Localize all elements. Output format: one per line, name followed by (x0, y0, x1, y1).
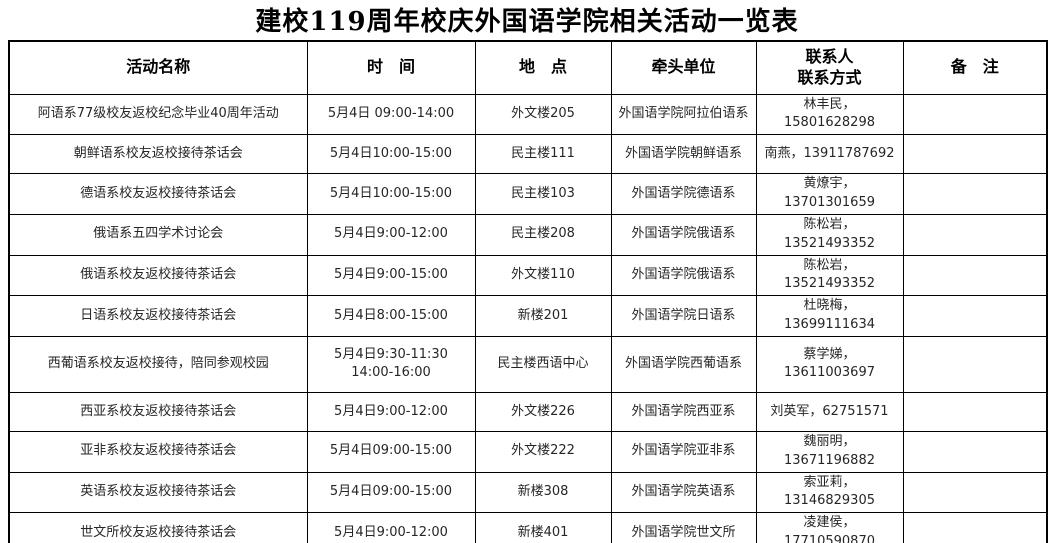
cell-activity-name: 德语系校友返校接待茶话会 (8, 173, 308, 215)
table-row: 世文所校友返校接待茶话会 5月4日9:00-12:00 新楼401 外国语学院世… (8, 512, 1048, 543)
cell-remarks (902, 93, 1048, 136)
cell-activity-name: 日语系校友返校接待茶话会 (8, 295, 308, 337)
cell-activity-name: 世文所校友返校接待茶话会 (8, 512, 308, 543)
cell-lead-unit: 外国语学院俄语系 (610, 254, 757, 297)
cell-contact: 凌建侯，17710590870 (755, 512, 904, 543)
cell-remarks (902, 335, 1048, 393)
cell-activity-name: 西葡语系校友返校接待，陪同参观校园 (8, 335, 308, 393)
cell-activity-name: 阿语系77级校友返校纪念毕业40周年活动 (8, 93, 308, 136)
table-row: 俄语系校友返校接待茶话会 5月4日9:00-15:00 外文楼110 外国语学院… (8, 254, 1048, 297)
cell-lead-unit: 外国语学院日语系 (610, 295, 757, 337)
cell-remarks (902, 430, 1048, 473)
cell-activity-name: 俄语系校友返校接待茶话会 (8, 254, 308, 297)
cell-location: 外文楼205 (474, 93, 612, 136)
cell-time: 5月4日10:00-15:00 (306, 134, 476, 175)
header-row: 活动名称 时 间 地 点 牵头单位 联系人 联系方式 备 注 (8, 40, 1048, 95)
table-row: 俄语系五四学术讨论会 5月4日9:00-12:00 民主楼208 外国语学院俄语… (8, 213, 1048, 256)
cell-activity-name: 朝鲜语系校友返校接待茶话会 (8, 134, 308, 175)
table-header: 活动名称 时 间 地 点 牵头单位 联系人 联系方式 备 注 (8, 40, 1048, 95)
column-header-activity-name: 活动名称 (8, 40, 308, 95)
column-header-contact: 联系人 联系方式 (755, 40, 904, 95)
table-row: 英语系校友返校接待茶话会 5月4日09:00-15:00 新楼308 外国语学院… (8, 471, 1048, 514)
cell-lead-unit: 外国语学院德语系 (610, 173, 757, 215)
cell-contact: 蔡学娣，13611003697 (755, 335, 904, 393)
cell-remarks (902, 295, 1048, 337)
activities-table: 活动名称 时 间 地 点 牵头单位 联系人 联系方式 备 注 阿语系77级校友返… (8, 40, 1048, 543)
table-row: 德语系校友返校接待茶话会 5月4日10:00-15:00 民主楼103 外国语学… (8, 173, 1048, 215)
cell-activity-name: 亚非系校友返校接待茶话会 (8, 430, 308, 473)
cell-time: 5月4日 09:00-14:00 (306, 93, 476, 136)
cell-contact: 陈松岩，13521493352 (755, 254, 904, 297)
cell-time: 5月4日9:00-12:00 (306, 391, 476, 432)
cell-remarks (902, 173, 1048, 215)
cell-location: 外文楼110 (474, 254, 612, 297)
cell-time: 5月4日9:30-11:30 14:00-16:00 (306, 335, 476, 393)
cell-time: 5月4日09:00-15:00 (306, 471, 476, 514)
cell-remarks (902, 213, 1048, 256)
column-header-time: 时 间 (306, 40, 476, 95)
cell-location: 外文楼226 (474, 391, 612, 432)
cell-remarks (902, 391, 1048, 432)
cell-time: 5月4日09:00-15:00 (306, 430, 476, 473)
cell-location: 民主楼111 (474, 134, 612, 175)
table-row: 西葡语系校友返校接待，陪同参观校园 5月4日9:30-11:30 14:00-1… (8, 335, 1048, 393)
cell-location: 民主楼西语中心 (474, 335, 612, 393)
cell-activity-name: 西亚系校友返校接待茶话会 (8, 391, 308, 432)
cell-remarks (902, 512, 1048, 543)
cell-location: 新楼201 (474, 295, 612, 337)
cell-contact: 杜晓梅，13699111634 (755, 295, 904, 337)
cell-location: 民主楼208 (474, 213, 612, 256)
cell-lead-unit: 外国语学院世文所 (610, 512, 757, 543)
cell-lead-unit: 外国语学院英语系 (610, 471, 757, 514)
cell-remarks (902, 134, 1048, 175)
cell-location: 民主楼103 (474, 173, 612, 215)
cell-remarks (902, 254, 1048, 297)
cell-location: 外文楼222 (474, 430, 612, 473)
cell-time: 5月4日9:00-12:00 (306, 512, 476, 543)
table-row: 日语系校友返校接待茶话会 5月4日8:00-15:00 新楼201 外国语学院日… (8, 295, 1048, 337)
table-row: 西亚系校友返校接待茶话会 5月4日9:00-12:00 外文楼226 外国语学院… (8, 391, 1048, 432)
cell-activity-name: 俄语系五四学术讨论会 (8, 213, 308, 256)
cell-lead-unit: 外国语学院西亚系 (610, 391, 757, 432)
cell-lead-unit: 外国语学院亚非系 (610, 430, 757, 473)
column-header-lead-unit: 牵头单位 (610, 40, 757, 95)
table-body: 阿语系77级校友返校纪念毕业40周年活动 5月4日 09:00-14:00 外文… (8, 93, 1048, 543)
table-row: 亚非系校友返校接待茶话会 5月4日09:00-15:00 外文楼222 外国语学… (8, 430, 1048, 473)
cell-location: 新楼401 (474, 512, 612, 543)
cell-time: 5月4日9:00-12:00 (306, 213, 476, 256)
cell-contact: 林丰民，15801628298 (755, 93, 904, 136)
column-header-remarks: 备 注 (902, 40, 1048, 95)
cell-lead-unit: 外国语学院阿拉伯语系 (610, 93, 757, 136)
cell-lead-unit: 外国语学院西葡语系 (610, 335, 757, 393)
cell-time: 5月4日8:00-15:00 (306, 295, 476, 337)
page-title: 建校119周年校庆外国语学院相关活动一览表 (255, 7, 799, 37)
cell-time: 5月4日10:00-15:00 (306, 173, 476, 215)
cell-remarks (902, 471, 1048, 514)
column-header-location: 地 点 (474, 40, 612, 95)
cell-contact: 黄燎宇，13701301659 (755, 173, 904, 215)
cell-contact: 魏丽明，13671196882 (755, 430, 904, 473)
cell-contact: 索亚莉，13146829305 (755, 471, 904, 514)
cell-time: 5月4日9:00-15:00 (306, 254, 476, 297)
cell-location: 新楼308 (474, 471, 612, 514)
table-row: 朝鲜语系校友返校接待茶话会 5月4日10:00-15:00 民主楼111 外国语… (8, 134, 1048, 175)
cell-contact: 南燕，13911787692 (755, 134, 904, 175)
table-row: 阿语系77级校友返校纪念毕业40周年活动 5月4日 09:00-14:00 外文… (8, 93, 1048, 136)
cell-activity-name: 英语系校友返校接待茶话会 (8, 471, 308, 514)
cell-lead-unit: 外国语学院朝鲜语系 (610, 134, 757, 175)
cell-contact: 陈松岩，13521493352 (755, 213, 904, 256)
cell-contact: 刘英军，62751571 (755, 391, 904, 432)
cell-lead-unit: 外国语学院俄语系 (610, 213, 757, 256)
